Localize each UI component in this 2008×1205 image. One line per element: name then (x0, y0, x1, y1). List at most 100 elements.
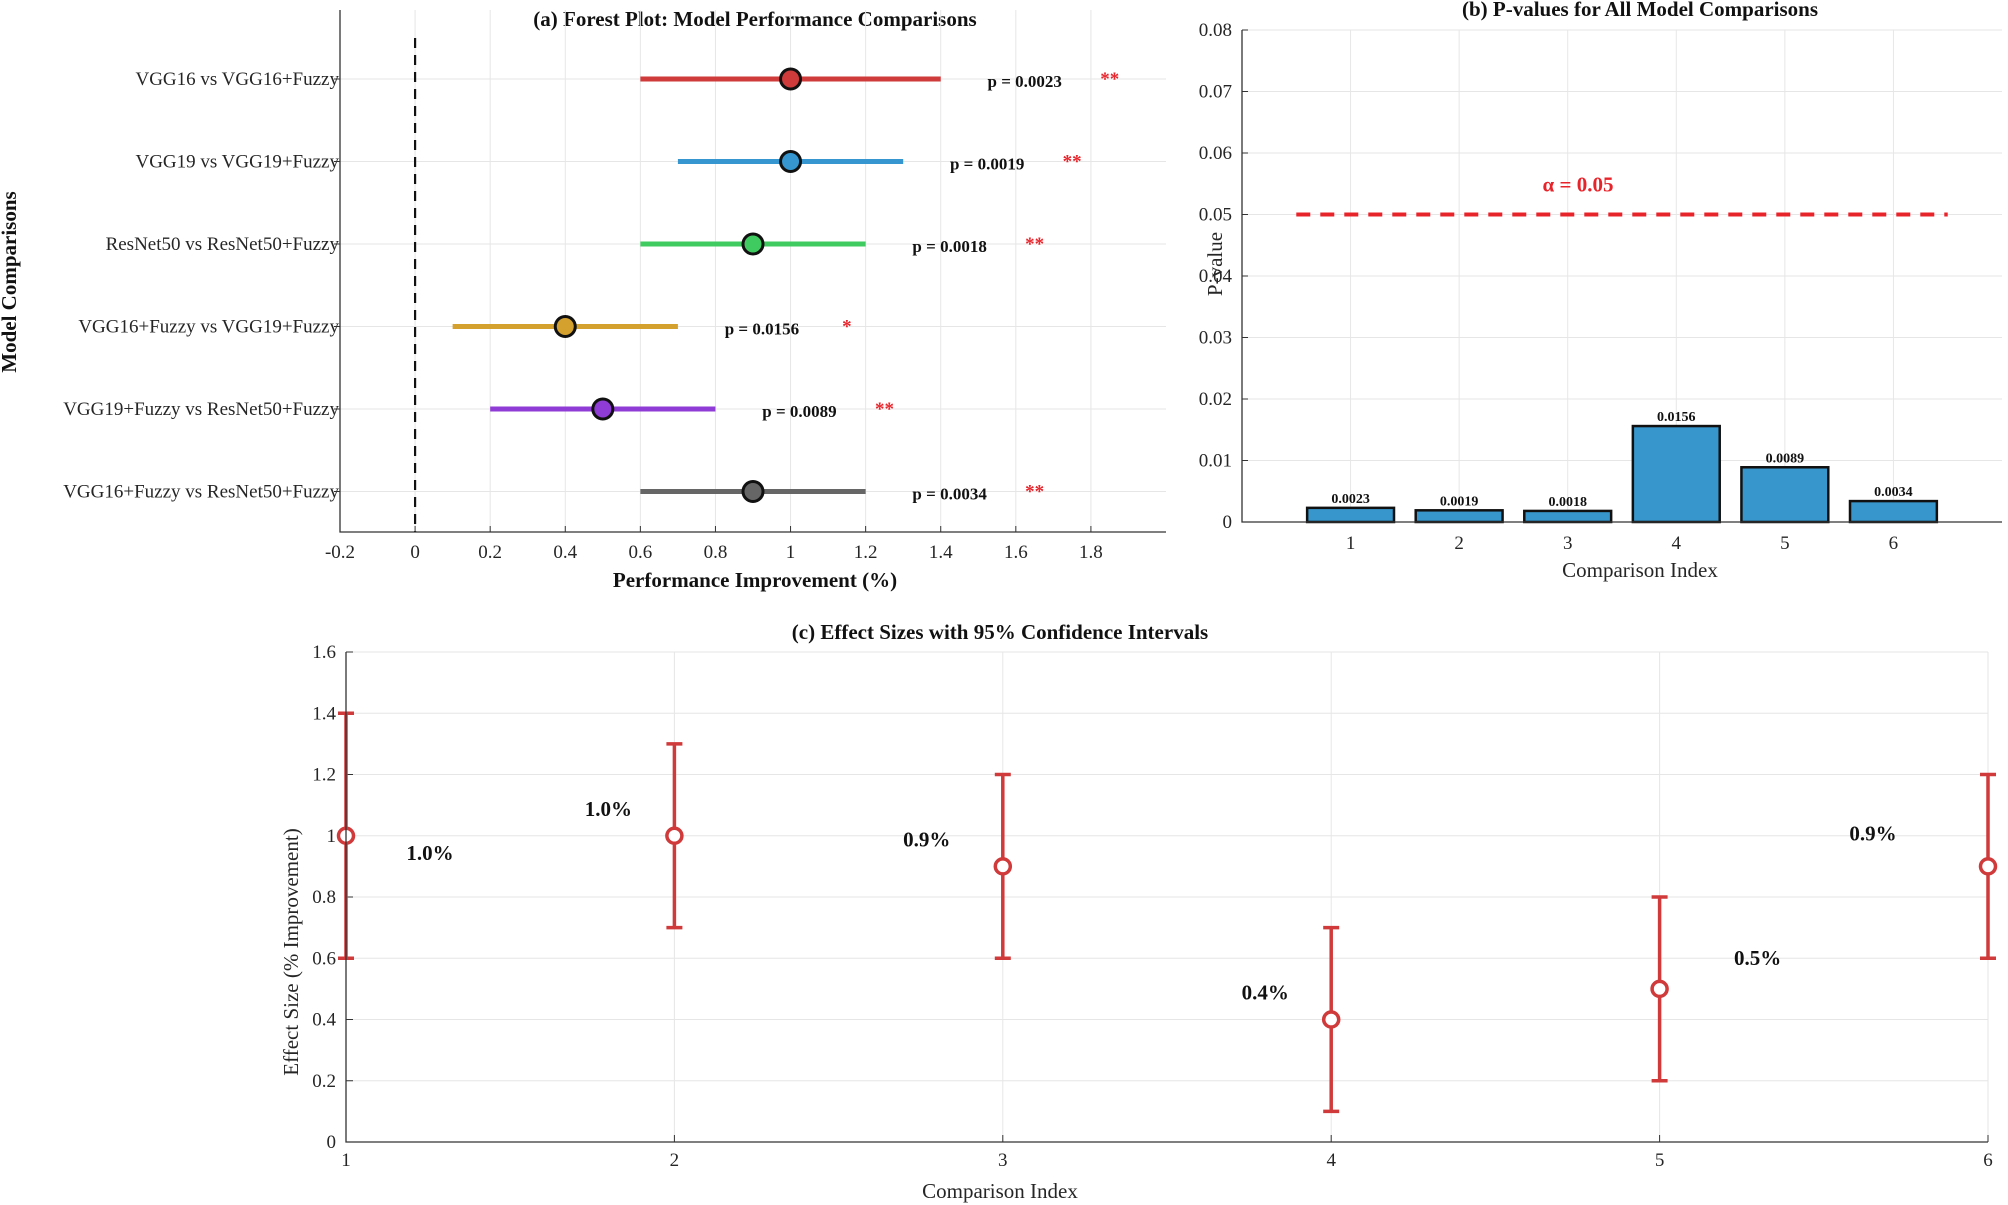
forest-row-label: VGG19+Fuzzy vs ResNet50+Fuzzy (63, 399, 339, 420)
pvalue-bar (1740, 466, 1830, 524)
significance-stars: * (842, 317, 852, 338)
effect-chart-x-label: Comparison Index (922, 1179, 1078, 1203)
forest-row-label: VGG19 vs VGG19+Fuzzy (135, 152, 339, 173)
pvalue-bar-group: 0.0156 (1631, 410, 1721, 524)
effect-value-label: 1.0% (585, 797, 632, 821)
pvalue-x-tick-label: 2 (1454, 533, 1464, 554)
effect-y-tick-label: 0.2 (312, 1071, 336, 1092)
effect-value-label: 0.9% (1849, 821, 1896, 845)
pvalue-y-tick-label: 0 (1223, 512, 1233, 533)
pvalue-y-tick-label: 0.08 (1199, 20, 1232, 41)
pvalue-x-tick-label: 4 (1672, 533, 1682, 554)
forest-row: VGG19+Fuzzy vs ResNet50+Fuzzy p = 0.0089 *… (63, 397, 894, 421)
effect-point-marker (1978, 857, 1998, 876)
forest-row-label: VGG16+Fuzzy vs VGG19+Fuzzy (78, 317, 339, 338)
p-value-annotation: p = 0.0019 (950, 155, 1024, 174)
forest-row: ResNet50 vs ResNet50+Fuzzy p = 0.0018 ** (106, 232, 1044, 256)
forest-row: VGG16+Fuzzy vs VGG19+Fuzzy p = 0.0156 * (78, 315, 852, 339)
effect-errorbar: 0.5% (1650, 895, 1781, 1083)
effect-errorbar: 0.4% (1242, 925, 1341, 1114)
pvalue-x-tick-label: 6 (1889, 533, 1899, 554)
effect-chart-title: (c) Effect Sizes with 95% Confidence Int… (792, 620, 1208, 644)
pvalue-x-tick-label: 1 (1346, 533, 1356, 554)
forest-x-tick-label: 1.6 (1004, 542, 1028, 563)
pvalue-bar-label: 0.0019 (1440, 494, 1479, 509)
pvalue-bar-panel: (b) P-values for All Model Comparisons P… (1199, 0, 2002, 582)
effect-errorbar: 1.0% (585, 742, 684, 930)
forest-plot-title: (a) Forest Plot: Model Performance Compa… (533, 7, 976, 31)
effect-size-panel: (c) Effect Sizes with 95% Confidence Int… (279, 620, 1998, 1203)
effect-y-tick-label: 0.4 (312, 1010, 336, 1031)
effect-y-tick-label: 1.4 (312, 703, 336, 724)
effect-y-tick-label: 1.6 (312, 642, 336, 663)
forest-x-tick-label: 1 (786, 542, 796, 563)
effect-point-marker (1321, 1010, 1341, 1029)
effect-y-tick-label: 1.2 (312, 765, 336, 786)
pvalue-bar-label: 0.0023 (1331, 492, 1370, 507)
forest-row: VGG19 vs VGG19+Fuzzy p = 0.0019 ** (135, 150, 1082, 174)
effect-value-label: 0.9% (903, 827, 950, 851)
significance-stars: ** (1063, 152, 1082, 173)
significance-stars: ** (1025, 234, 1044, 255)
forest-plot-y-label: Model Comparisons (0, 191, 21, 372)
pvalue-y-tick-label: 0.07 (1199, 82, 1232, 103)
p-value-annotation: p = 0.0034 (912, 485, 987, 504)
p-value-annotation: p = 0.0018 (912, 237, 986, 256)
effect-x-tick-label: 4 (1326, 1150, 1336, 1171)
pvalue-bar (1848, 499, 1939, 524)
forest-x-tick-label: 0.8 (704, 542, 728, 563)
effect-x-tick-label: 1 (341, 1150, 351, 1171)
pvalue-y-tick-label: 0.01 (1199, 451, 1232, 472)
effect-point-marker (665, 826, 684, 845)
pvalue-y-tick-label: 0.04 (1199, 266, 1233, 287)
pvalue-bar-label: 0.0089 (1766, 451, 1805, 466)
forest-plot-panel: (a) Forest Plot: Model Performance Compa… (0, 7, 1166, 592)
pvalue-chart-x-label: Comparison Index (1562, 558, 1718, 582)
forest-row: VGG16 vs VGG16+Fuzzy p = 0.0023 ** (135, 67, 1119, 91)
forest-x-tick-label: 1.2 (854, 542, 878, 563)
effect-x-tick-label: 3 (998, 1150, 1008, 1171)
effect-y-tick-label: 0.8 (312, 887, 336, 908)
pvalue-chart-title: (b) P-values for All Model Comparisons (1462, 0, 1818, 21)
pvalue-bar (1414, 509, 1504, 524)
pvalue-y-tick-label: 0.02 (1199, 389, 1232, 410)
forest-row-label: ResNet50 vs ResNet50+Fuzzy (106, 234, 340, 255)
point-estimate-marker (591, 397, 615, 421)
effect-x-tick-label: 5 (1655, 1150, 1665, 1171)
pvalue-chart-y-label: P-value (1203, 232, 1227, 296)
point-estimate-marker (779, 150, 803, 173)
forest-x-tick-label: 1.4 (929, 542, 953, 563)
forest-x-tick-label: 0.6 (628, 542, 652, 563)
point-estimate-marker (779, 67, 803, 91)
pvalue-y-tick-label: 0.05 (1199, 205, 1232, 226)
p-value-annotation: p = 0.0156 (725, 320, 799, 339)
effect-value-label: 0.5% (1734, 946, 1781, 970)
pvalue-y-tick-label: 0.06 (1199, 143, 1232, 164)
forest-x-tick-label: 0.4 (553, 542, 577, 563)
significance-stars: ** (875, 399, 894, 420)
pvalue-bar (1523, 509, 1613, 524)
forest-row: VGG16+Fuzzy vs ResNet50+Fuzzy p = 0.0034 *… (63, 480, 1044, 504)
effect-y-tick-label: 0 (327, 1132, 337, 1153)
pvalue-bar (1305, 506, 1396, 524)
forest-x-tick-label: 0 (410, 542, 420, 563)
effect-point-marker (993, 857, 1013, 876)
forest-x-tick-label: 0.2 (478, 542, 502, 563)
pvalue-bar-label: 0.0018 (1548, 495, 1587, 510)
pvalue-bar-group: 0.0023 (1305, 492, 1396, 524)
forest-row-label: VGG16+Fuzzy vs ResNet50+Fuzzy (63, 482, 339, 503)
significance-stars: ** (1100, 69, 1119, 90)
forest-plot-x-label: Performance Improvement (%) (613, 568, 897, 592)
pvalue-bar-group: 0.0034 (1848, 485, 1939, 524)
forest-x-tick-label: 1.8 (1079, 542, 1103, 563)
effect-y-tick-label: 0.6 (312, 948, 336, 969)
significance-stars: ** (1025, 482, 1044, 503)
pvalue-bar-group: 0.0019 (1414, 494, 1504, 524)
pvalue-bar-label: 0.0156 (1657, 410, 1696, 425)
point-estimate-marker (741, 480, 765, 503)
effect-point-marker (1650, 979, 1669, 999)
p-value-annotation: p = 0.0023 (988, 72, 1062, 91)
pvalue-x-tick-label: 5 (1780, 533, 1790, 554)
point-estimate-marker (553, 315, 577, 338)
effect-y-tick-label: 1 (327, 826, 337, 847)
